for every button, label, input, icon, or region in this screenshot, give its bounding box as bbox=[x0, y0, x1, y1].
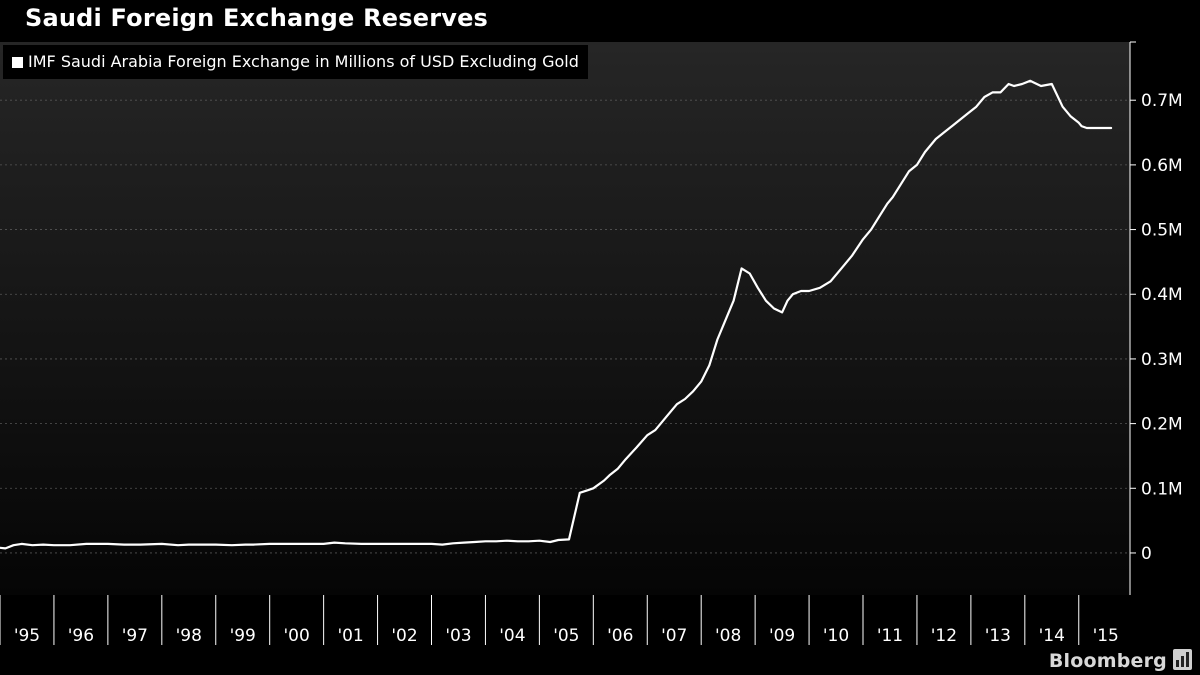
bloomberg-logo: Bloomberg bbox=[1048, 650, 1167, 672]
y-tick-label: 0.4M bbox=[1141, 285, 1183, 305]
axes bbox=[0, 41, 1136, 645]
grid-lines bbox=[0, 99, 1130, 554]
x-tick-labels: '95 '96 '97 '98 '99 '00 '01 '02 '03 '04 '05 '06 '07 '… bbox=[14, 626, 1119, 646]
x-tick-label: '07 bbox=[661, 626, 687, 646]
x-tick-label: '98 bbox=[176, 626, 202, 646]
x-tick-label: '06 bbox=[607, 626, 633, 646]
x-tick-label: '05 bbox=[553, 626, 579, 646]
chart-title: Saudi Foreign Exchange Reserves bbox=[25, 4, 489, 32]
x-tick-label: '01 bbox=[337, 626, 363, 646]
series-line-fx-reserves bbox=[0, 79, 1113, 550]
x-tick-label: '99 bbox=[230, 626, 256, 646]
x-tick-label: '96 bbox=[68, 626, 94, 646]
x-tick-label: '03 bbox=[445, 626, 471, 646]
y-tick-label: 0.6M bbox=[1141, 156, 1183, 176]
y-tick-label: 0.1M bbox=[1141, 479, 1183, 499]
x-tick-label: '97 bbox=[122, 626, 148, 646]
x-tick-label: '09 bbox=[769, 626, 795, 646]
bar-chart-icon bbox=[1173, 649, 1192, 670]
x-tick-label: '02 bbox=[391, 626, 417, 646]
x-tick-label: '08 bbox=[715, 626, 741, 646]
x-tick-label: '14 bbox=[1039, 626, 1065, 646]
legend-swatch bbox=[12, 57, 23, 68]
x-tick-label: '13 bbox=[985, 626, 1011, 646]
x-tick-label: '11 bbox=[877, 626, 903, 646]
y-tick-label: 0.2M bbox=[1141, 415, 1183, 435]
x-tick-label: '10 bbox=[823, 626, 849, 646]
y-tick-labels: 0 0.1M 0.2M 0.3M 0.4M 0.5M 0.6M 0.7M bbox=[1141, 91, 1183, 564]
x-tick-label: '00 bbox=[284, 626, 310, 646]
y-tick-label: 0.3M bbox=[1141, 350, 1183, 370]
x-tick-label: '15 bbox=[1093, 626, 1119, 646]
x-tick-label: '95 bbox=[14, 626, 40, 646]
x-tick-label: '04 bbox=[499, 626, 525, 646]
legend: IMF Saudi Arabia Foreign Exchange in Mil… bbox=[3, 45, 588, 79]
y-tick-label: 0.7M bbox=[1141, 91, 1183, 111]
y-tick-label: 0 bbox=[1141, 544, 1152, 564]
x-tick-label: '12 bbox=[931, 626, 957, 646]
legend-label: IMF Saudi Arabia Foreign Exchange in Mil… bbox=[28, 52, 579, 71]
y-tick-label: 0.5M bbox=[1141, 221, 1183, 241]
